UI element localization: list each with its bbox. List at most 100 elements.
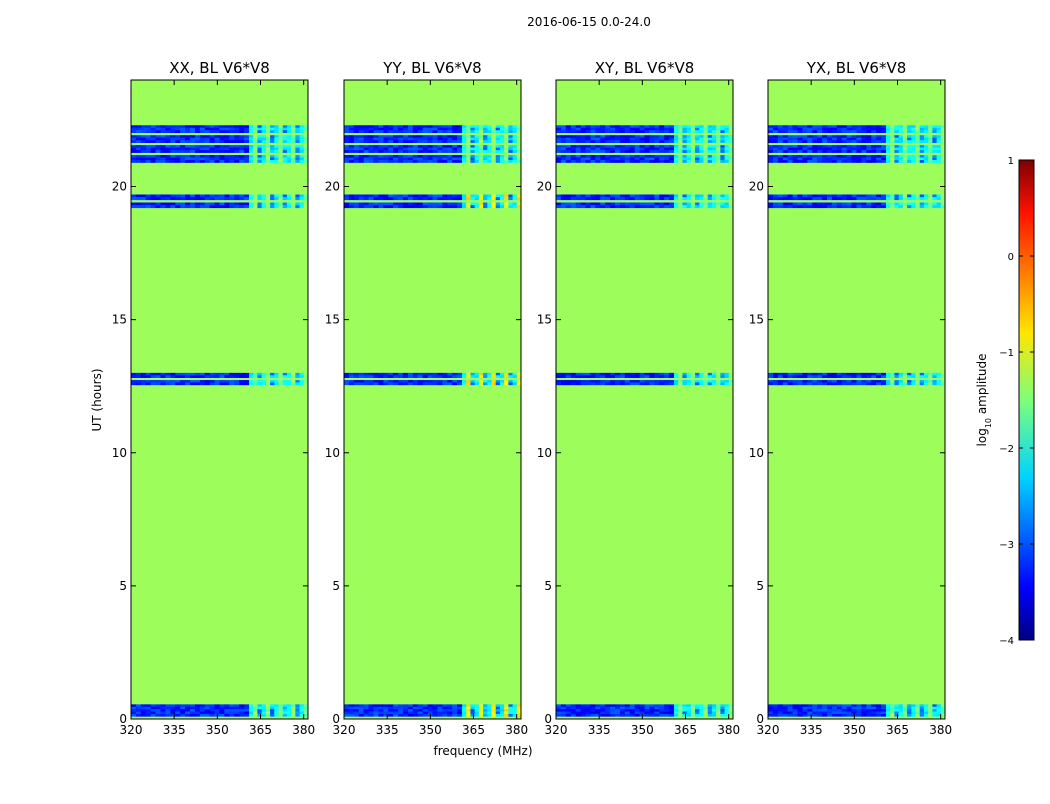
heatmap-cell — [194, 147, 201, 151]
heatmap-cell — [282, 372, 288, 376]
heatmap-cell — [393, 197, 399, 201]
heatmap-cell — [556, 704, 562, 708]
heatmap-cell — [303, 375, 308, 378]
heatmap-cell — [383, 155, 389, 158]
heatmap-cell — [282, 147, 288, 151]
heatmap-cell — [487, 709, 492, 712]
heatmap-cell — [358, 205, 365, 209]
heatmap-cell — [674, 145, 679, 148]
heatmap-cell — [393, 160, 399, 163]
heatmap-cell — [261, 709, 267, 712]
heatmap-cell — [720, 197, 725, 201]
heatmap-cell — [817, 145, 823, 148]
heatmap-cell — [678, 704, 683, 708]
heatmap-cell — [923, 160, 929, 163]
heatmap-cell — [629, 713, 636, 717]
heatmap-cell — [388, 150, 394, 153]
heatmap-cell — [595, 197, 601, 201]
heatmap-cell — [624, 147, 631, 151]
heatmap-cell — [876, 194, 882, 198]
heatmap-cell — [393, 137, 399, 141]
heatmap-cell — [282, 704, 288, 708]
heatmap-cell — [600, 130, 606, 134]
heatmap-cell — [649, 382, 655, 386]
heatmap-cell — [886, 130, 891, 134]
heatmap-cell — [782, 375, 789, 378]
heatmap-cell — [466, 709, 471, 712]
heatmap-cell — [388, 140, 394, 143]
heatmap-cell — [194, 202, 201, 206]
heatmap-cell — [487, 205, 492, 209]
heatmap-cell — [703, 202, 709, 206]
heatmap-cell — [150, 709, 156, 712]
heatmap-cell — [504, 137, 509, 141]
heatmap-cell — [703, 140, 709, 143]
heatmap-cell — [682, 145, 688, 148]
heatmap-cell — [619, 704, 626, 708]
heatmap-cell — [462, 372, 467, 376]
heatmap-cell — [470, 197, 476, 201]
heatmap-cell — [595, 125, 601, 129]
heatmap-cell — [474, 375, 480, 378]
heatmap-cell — [639, 127, 645, 131]
heatmap-cell — [654, 157, 660, 161]
heatmap-cell — [412, 713, 419, 717]
heatmap-cell — [856, 140, 862, 143]
heatmap-cell — [932, 137, 937, 141]
heatmap-cell — [940, 711, 945, 715]
heatmap-cell — [866, 147, 872, 151]
heatmap-cell — [886, 127, 891, 131]
heatmap-cell — [165, 706, 171, 710]
heatmap-cell — [457, 135, 463, 138]
heatmap-cell — [782, 157, 789, 161]
heatmap-cell — [274, 713, 279, 717]
heatmap-cell — [724, 140, 730, 143]
heatmap-cell — [654, 194, 660, 198]
heatmap-cell — [907, 194, 912, 198]
heatmap-cell — [291, 375, 296, 378]
heatmap-cell — [580, 137, 586, 141]
heatmap-cell — [478, 202, 484, 206]
heatmap-cell — [797, 145, 803, 148]
heatmap-cell — [407, 205, 414, 209]
heatmap-cell — [724, 160, 730, 163]
heatmap-cell — [919, 382, 925, 386]
heatmap-cell — [249, 706, 254, 710]
heatmap-cell — [923, 147, 929, 151]
heatmap-cell — [442, 709, 448, 712]
heatmap-cell — [140, 135, 147, 138]
heatmap-cell — [772, 197, 779, 201]
heatmap-cell — [664, 709, 670, 712]
heatmap-cell — [787, 155, 793, 158]
heatmap-cell — [180, 125, 186, 129]
heatmap-cell — [261, 704, 267, 708]
heatmap-cell — [504, 375, 509, 378]
heatmap-cell — [600, 713, 606, 717]
heatmap-cell — [190, 130, 196, 134]
heatmap-cell — [278, 130, 284, 134]
heatmap-cell — [898, 704, 904, 708]
heatmap-cell — [344, 140, 350, 143]
heatmap-cell — [491, 125, 497, 129]
heatmap-cell — [634, 155, 640, 158]
heatmap-cell — [699, 197, 704, 201]
heatmap-cell — [180, 157, 186, 161]
heatmap-cell — [145, 194, 152, 198]
heatmap-cell — [155, 372, 161, 376]
heatmap-cell — [911, 160, 916, 163]
heatmap-cell — [422, 205, 428, 209]
heatmap-cell — [716, 194, 721, 198]
heatmap-cell — [234, 135, 240, 138]
heatmap-cell — [368, 704, 374, 708]
heatmap-cell — [291, 197, 296, 201]
heatmap-cell — [861, 150, 867, 153]
heatmap-cell — [802, 197, 808, 201]
heatmap-cell — [160, 194, 166, 198]
heatmap-cell — [452, 706, 458, 710]
heatmap-cell — [634, 711, 640, 715]
heatmap-cell — [851, 711, 857, 715]
heatmap-cell — [160, 150, 166, 153]
heatmap-cell — [624, 713, 631, 717]
heatmap-cell — [432, 160, 438, 163]
heatmap-cell — [378, 713, 384, 717]
